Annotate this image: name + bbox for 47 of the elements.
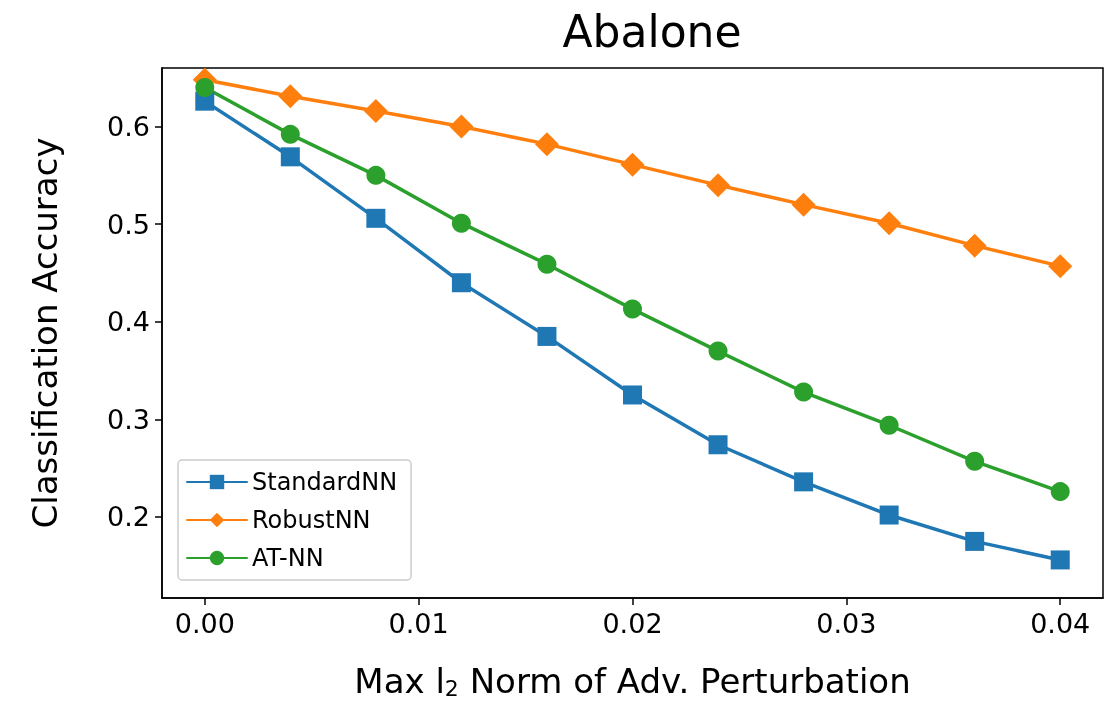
point — [363, 98, 388, 123]
point — [451, 213, 471, 233]
y-tick-label: 0.4 — [107, 306, 150, 338]
point — [962, 233, 987, 258]
y-tick-label: 0.5 — [107, 208, 150, 240]
point — [451, 273, 471, 293]
point — [879, 505, 899, 525]
point — [280, 124, 300, 144]
point — [791, 192, 816, 217]
point — [877, 211, 902, 236]
legend-label: RobustNN — [252, 506, 371, 534]
point — [879, 415, 899, 435]
point — [280, 147, 300, 167]
y-tick-label: 0.6 — [107, 111, 150, 143]
point — [366, 208, 386, 228]
point — [195, 78, 215, 98]
point — [537, 326, 557, 346]
point — [623, 385, 642, 405]
point — [965, 531, 985, 551]
y-tick-label: 0.2 — [107, 501, 150, 533]
point — [1048, 254, 1073, 279]
y-axis-title: Classification Accuracy — [25, 137, 65, 529]
point — [534, 132, 559, 157]
x-tick-label: 0.03 — [816, 608, 877, 639]
chart-title: Abalone — [562, 5, 742, 57]
legend-label: AT-NN — [252, 544, 324, 572]
point — [708, 341, 728, 361]
x-tick-label: 0.04 — [1030, 608, 1091, 639]
point — [965, 451, 985, 471]
x-axis-title: Max l2 Norm of Adv. Perturbation — [354, 661, 911, 701]
x-tick-label: 0.00 — [174, 608, 235, 639]
point — [794, 382, 814, 402]
point — [278, 84, 303, 109]
point — [623, 299, 642, 319]
x-tick-label: 0.02 — [602, 608, 663, 639]
x-tick-label: 0.01 — [388, 608, 449, 639]
point — [1050, 482, 1070, 502]
point — [706, 173, 731, 198]
point — [620, 152, 645, 177]
point — [537, 254, 557, 274]
y-tick-label: 0.3 — [107, 403, 150, 435]
point — [1050, 550, 1070, 570]
legend-label: StandardNN — [252, 468, 398, 496]
point — [708, 435, 728, 455]
point — [449, 114, 474, 139]
point — [794, 472, 814, 492]
point — [366, 165, 386, 185]
